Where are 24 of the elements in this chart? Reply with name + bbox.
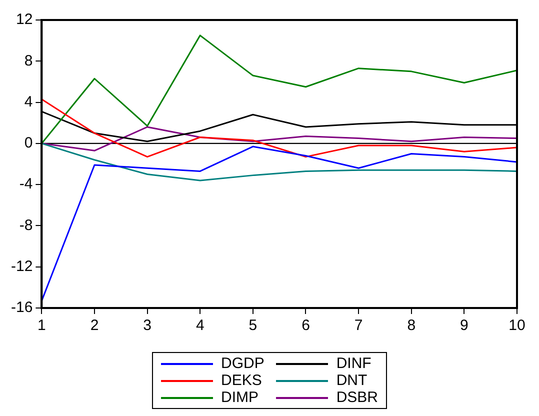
y-tick-label: -4	[19, 176, 33, 193]
legend-label: DEKS	[220, 372, 262, 389]
y-tick-label: -12	[10, 258, 33, 275]
legend-label: DIMP	[220, 389, 258, 406]
x-tick-label: 4	[196, 317, 204, 334]
x-tick-label: 10	[508, 317, 526, 334]
x-tick-label: 2	[90, 317, 99, 334]
legend-label: DSBR	[336, 389, 378, 406]
x-tick-label: 3	[143, 317, 152, 334]
y-tick-label: 8	[24, 52, 33, 70]
x-tick-label: 6	[302, 317, 310, 334]
legend-label: DNT	[336, 372, 368, 389]
x-tick-label: 5	[248, 317, 258, 334]
y-tick-label: 12	[16, 11, 33, 28]
x-tick-label: 1	[38, 317, 46, 334]
y-tick-label: 0	[24, 134, 33, 152]
x-tick-label: 7	[354, 317, 363, 334]
y-tick-label: -8	[19, 216, 33, 234]
legend-label: DINF	[336, 355, 372, 372]
y-tick-label: 4	[24, 93, 33, 110]
y-tick-label: -16	[10, 299, 33, 316]
x-tick-label: 9	[460, 317, 468, 334]
legend-label: DGDP	[220, 355, 264, 372]
x-tick-label: 8	[407, 317, 416, 334]
